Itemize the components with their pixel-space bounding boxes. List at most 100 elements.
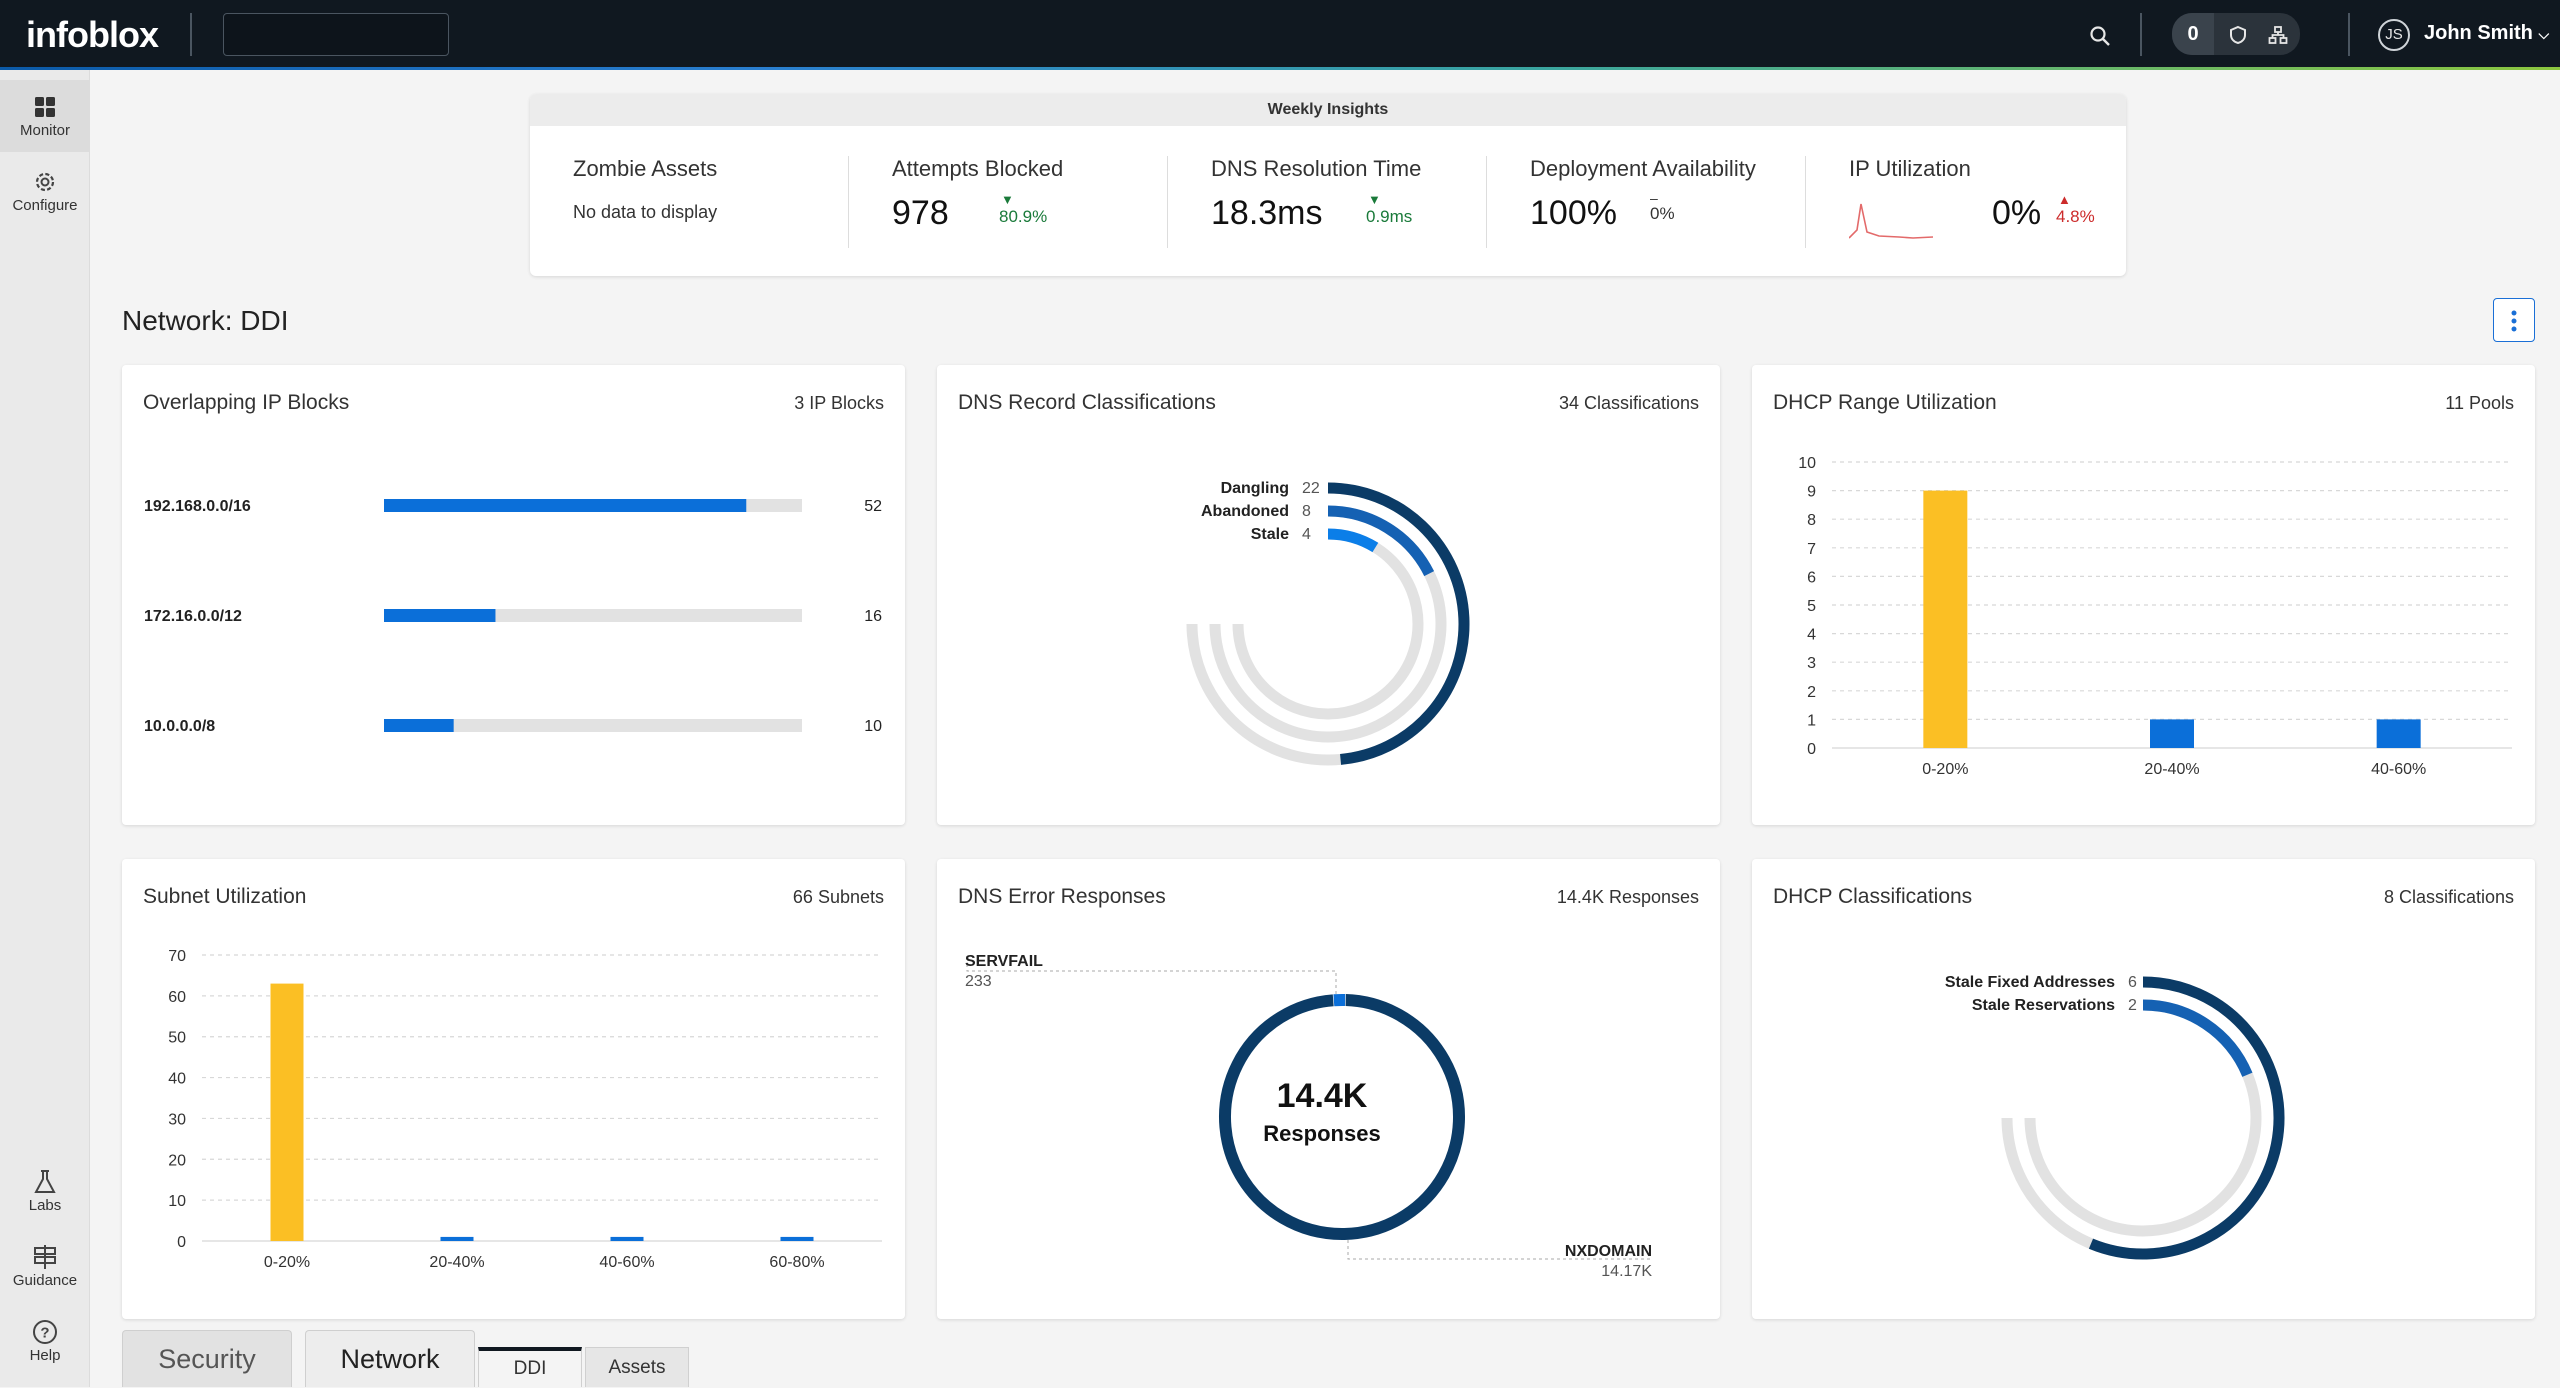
notification-group: 0 <box>2172 13 2300 55</box>
search-icon[interactable] <box>2080 0 2120 70</box>
kebab-icon <box>2511 309 2517 333</box>
top-bar: infoblox 0 JS John Smith ⌵ <box>0 0 2560 70</box>
y-tick-label: 5 <box>1807 598 1816 615</box>
bar <box>384 499 746 512</box>
sidebar-item-guidance[interactable]: Guidance <box>0 1230 90 1302</box>
avatar[interactable]: JS <box>2378 19 2410 51</box>
card-title: Overlapping IP Blocks <box>143 391 349 415</box>
subtab-assets[interactable]: Assets <box>585 1347 689 1387</box>
gear-icon <box>0 163 90 197</box>
dns-record-classifications-card[interactable]: DNS Record Classifications 34 Classifica… <box>937 365 1720 825</box>
flat-dash-icon: – <box>1650 192 1675 204</box>
ring-value <box>1328 534 1375 547</box>
bar <box>781 1237 814 1241</box>
y-tick-label: 40 <box>168 1071 186 1088</box>
user-menu[interactable]: John Smith ⌵ <box>2424 22 2549 45</box>
question-icon: ? <box>0 1313 90 1347</box>
arrow-down-icon: ▼ <box>1001 192 1047 207</box>
top-divider <box>190 13 192 56</box>
tab-network[interactable]: Network <box>305 1330 475 1387</box>
kpi-attempts-blocked[interactable]: Attempts Blocked 978 ▼80.9% <box>849 126 1168 276</box>
kpi-ip-utilization[interactable]: IP Utilization 0% ▲4.8% <box>1806 126 2125 276</box>
donut-value-label: 233 <box>965 973 992 990</box>
x-tick-label: 0-20% <box>1922 761 1968 778</box>
ring-value-label: 6 <box>2128 974 2137 991</box>
y-tick-label: 8 <box>1807 512 1816 529</box>
sidebar-item-label: Monitor <box>0 122 90 139</box>
ip-utilization-sparkline <box>1849 200 1933 240</box>
kpi-title: Deployment Availability <box>1530 156 1756 182</box>
bar-label: 192.168.0.0/16 <box>144 498 251 515</box>
donut-label: SERVFAIL <box>965 953 1043 970</box>
sidebar-item-label: Configure <box>0 197 90 214</box>
page-title: Network: DDI <box>122 305 288 337</box>
network-icon[interactable] <box>2258 13 2298 55</box>
kpi-value: 18.3ms <box>1211 194 1323 233</box>
x-tick-label: 20-40% <box>2144 761 2199 778</box>
top-divider <box>2348 13 2350 56</box>
ring-value-label: 4 <box>1302 526 1311 543</box>
svg-text:?: ? <box>40 1324 49 1341</box>
tab-security[interactable]: Security <box>122 1330 292 1387</box>
flask-icon <box>0 1163 90 1197</box>
y-tick-label: 50 <box>168 1030 186 1047</box>
x-tick-label: 0-20% <box>264 1254 310 1271</box>
kpi-title: Attempts Blocked <box>892 156 1063 182</box>
kpi-dns-resolution-time[interactable]: DNS Resolution Time 18.3ms ▼0.9ms <box>1168 126 1487 276</box>
global-search-input[interactable] <box>223 13 449 56</box>
y-tick-label: 0 <box>177 1234 186 1251</box>
subtab-ddi[interactable]: DDI <box>478 1347 582 1387</box>
arrow-down-icon: ▼ <box>1368 192 1412 207</box>
top-accent-bar <box>0 67 2560 70</box>
y-tick-label: 4 <box>1807 627 1816 644</box>
overlapping-ip-blocks-card[interactable]: Overlapping IP Blocks 3 IP Blocks 192.16… <box>122 365 905 825</box>
kpi-title: IP Utilization <box>1849 156 1971 182</box>
user-name: John Smith <box>2424 22 2533 44</box>
bar-label: 172.16.0.0/12 <box>144 608 242 625</box>
ring-label: Abandoned <box>1201 503 1289 520</box>
kpi-title: DNS Resolution Time <box>1211 156 1421 182</box>
y-tick-label: 10 <box>1798 455 1816 472</box>
kpi-delta: ▲4.8% <box>2056 192 2095 227</box>
shield-icon[interactable] <box>2218 13 2258 55</box>
sidebar-item-help[interactable]: ? Help <box>0 1305 90 1377</box>
bar <box>384 609 495 622</box>
arrow-up-icon: ▲ <box>2058 192 2095 207</box>
y-tick-label: 10 <box>168 1193 186 1210</box>
y-tick-label: 1 <box>1807 712 1816 729</box>
y-tick-label: 60 <box>168 989 186 1006</box>
bar-label: 10.0.0.0/8 <box>144 718 215 735</box>
x-tick-label: 60-80% <box>769 1254 824 1271</box>
donut-segment <box>1225 1000 1459 1234</box>
sidebar: Monitor Configure Labs Guidance ? Help <box>0 70 90 1387</box>
kpi-delta: ▼80.9% <box>999 192 1047 227</box>
kpi-title: Zombie Assets <box>573 156 717 182</box>
notification-count[interactable]: 0 <box>2172 13 2214 55</box>
more-options-button[interactable] <box>2493 298 2535 342</box>
x-tick-label: 40-60% <box>2371 761 2426 778</box>
sidebar-item-label: Guidance <box>0 1272 90 1289</box>
kpi-deployment-availability[interactable]: Deployment Availability 100% –0% <box>1487 126 1806 276</box>
dns-error-responses-card[interactable]: DNS Error Responses 14.4K Responses SERV… <box>937 859 1720 1319</box>
kpi-zombie-assets[interactable]: Zombie Assets No data to display <box>530 126 849 276</box>
card-count: 3 IP Blocks <box>794 393 884 414</box>
sidebar-item-labs[interactable]: Labs <box>0 1155 90 1227</box>
sidebar-item-configure[interactable]: Configure <box>0 155 90 227</box>
sidebar-item-monitor[interactable]: Monitor <box>0 80 90 152</box>
bar <box>384 719 454 732</box>
y-tick-label: 2 <box>1807 684 1816 701</box>
donut-center-label: Responses <box>1172 1121 1472 1147</box>
ring-value-label: 22 <box>1302 480 1320 497</box>
kpi-delta: ▼0.9ms <box>1366 192 1412 227</box>
infoblox-logo[interactable]: infoblox <box>26 14 158 56</box>
dhcp-classifications-card[interactable]: DHCP Classifications 8 Classifications S… <box>1752 859 2535 1319</box>
sidebar-item-label: Labs <box>0 1197 90 1214</box>
bar <box>1923 491 1967 748</box>
bar <box>611 1237 644 1241</box>
weekly-insights-header: Weekly Insights <box>530 94 2126 126</box>
bar <box>441 1237 474 1241</box>
